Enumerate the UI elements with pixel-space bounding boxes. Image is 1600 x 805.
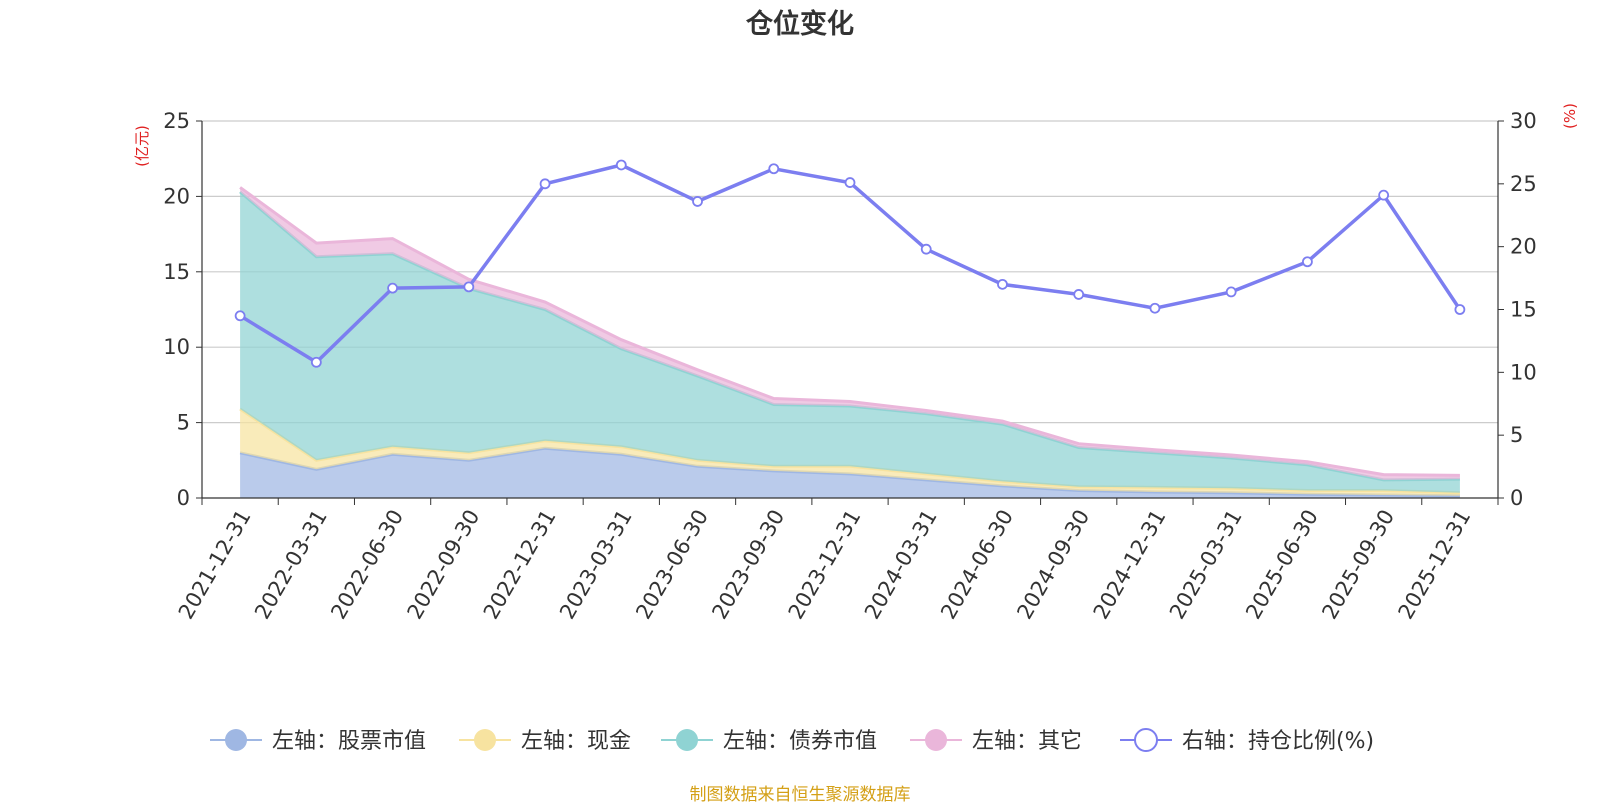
- legend-label: 左轴：其它: [972, 729, 1082, 754]
- line-point: [1225, 286, 1237, 298]
- left-tick-label: 15: [163, 260, 190, 284]
- left-tick-label: 10: [163, 335, 190, 359]
- right-axis-unit: (%): [1561, 103, 1579, 129]
- right-tick-label: 10: [1510, 360, 1537, 384]
- stacked-areas: [239, 186, 1460, 498]
- left-tick-label: 25: [163, 109, 190, 133]
- line-point: [539, 178, 551, 190]
- x-tick-label: 2022-03-31: [250, 506, 332, 624]
- left-tick-label: 20: [163, 184, 190, 208]
- legend-label: 右轴：持仓比例(%): [1182, 729, 1374, 754]
- chart-title: 仓位变化: [745, 8, 854, 40]
- x-tick-label: 2025-03-31: [1165, 506, 1247, 624]
- x-tick-label: 2024-06-30: [936, 506, 1018, 624]
- legend-marker: [925, 729, 947, 751]
- line-point: [1149, 302, 1161, 314]
- area-edge-左轴：其它: [239, 186, 1460, 477]
- legend-label: 左轴：现金: [521, 729, 631, 754]
- area-左轴：股票市值: [240, 448, 1460, 498]
- x-tick-label: 2021-12-31: [174, 506, 256, 624]
- x-tick-label: 2023-06-30: [631, 506, 713, 624]
- legend-label: 左轴：股票市值: [272, 729, 426, 754]
- x-tick-label: 2025-06-30: [1241, 506, 1323, 624]
- x-tick-label: 2022-12-31: [479, 506, 561, 624]
- line-point: [844, 177, 856, 188]
- line-point: [997, 278, 1008, 290]
- x-tick-label: 2024-12-31: [1089, 506, 1171, 624]
- area-左轴：债券市值: [240, 191, 1460, 493]
- left-axis-unit: (亿元): [133, 125, 151, 167]
- x-tick-label: 2025-09-30: [1317, 506, 1399, 624]
- line-point: [1073, 289, 1085, 300]
- right-tick-label: 20: [1510, 235, 1537, 259]
- legend-marker: [676, 729, 698, 751]
- line-point: [1302, 256, 1313, 268]
- legend-marker: [225, 729, 247, 751]
- x-tick-label: 2023-03-31: [555, 506, 637, 624]
- x-tick-label: 2024-09-30: [1012, 506, 1094, 624]
- x-tick-label: 2023-12-31: [784, 506, 866, 624]
- x-tick-label: 2022-09-30: [403, 505, 485, 623]
- right-tick-label: 30: [1510, 109, 1537, 133]
- line-point: [615, 159, 627, 171]
- line-point: [234, 310, 246, 322]
- legend-marker: [1134, 728, 1158, 752]
- area-左轴：现金: [240, 409, 1460, 496]
- legend-marker: [474, 729, 496, 751]
- line-point: [387, 282, 398, 294]
- line-point: [1378, 189, 1390, 201]
- left-tick-label: 5: [177, 411, 190, 435]
- right-tick-label: 15: [1510, 298, 1537, 322]
- x-tick-label: 2025-12-31: [1394, 506, 1476, 624]
- x-tick-label: 2024-03-31: [860, 506, 942, 624]
- x-tick-label: 2022-06-30: [326, 506, 408, 624]
- line-point: [463, 281, 475, 293]
- line-point: [692, 196, 703, 207]
- right-tick-label: 25: [1510, 172, 1537, 196]
- legend: 左轴：股票市值 左轴：现金 左轴：债券市值 左轴：其它 右轴：持仓比例(%): [210, 728, 1374, 754]
- legend-label: 左轴：债券市值: [723, 729, 877, 754]
- right-tick-label: 0: [1510, 486, 1523, 510]
- source-note: 制图数据来自恒生聚源数据库: [689, 785, 911, 805]
- left-tick-label: 0: [177, 486, 190, 510]
- right-tick-label: 5: [1510, 423, 1523, 447]
- ratio-line: [234, 159, 1466, 368]
- x-tick-label: 2023-09-30: [707, 506, 789, 624]
- line-point: [920, 243, 932, 255]
- line-point: [1454, 304, 1466, 315]
- line-point: [768, 163, 780, 175]
- line-point: [310, 356, 322, 368]
